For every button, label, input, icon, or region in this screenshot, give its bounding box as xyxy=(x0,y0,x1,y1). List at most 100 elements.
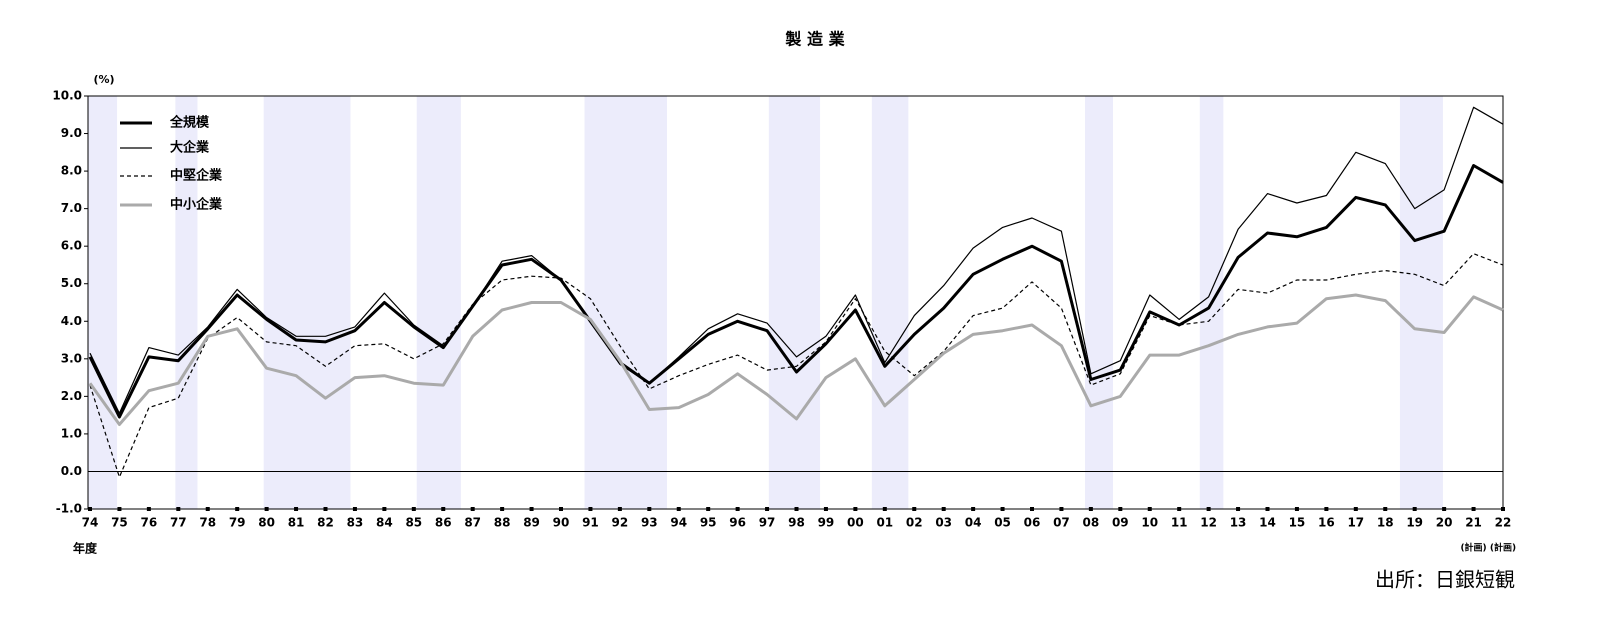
shaded-span xyxy=(584,96,667,509)
x-tick xyxy=(971,507,976,511)
source: 出所：日銀短観 xyxy=(1375,568,1515,592)
x-tick xyxy=(1324,507,1329,511)
x-tick-label: 04 xyxy=(965,516,982,530)
legend-label: 中小企業 xyxy=(170,197,223,213)
x-tick-label: 90 xyxy=(553,516,570,530)
x-tick xyxy=(1236,507,1241,511)
x-tick-label: 13 xyxy=(1230,516,1247,530)
x-tick-label: 08 xyxy=(1083,516,1100,530)
y-tick-label: 9.0 xyxy=(61,126,82,140)
x-tick-label: 92 xyxy=(612,516,629,530)
x-tick xyxy=(146,507,151,511)
x-tick-label: 87 xyxy=(464,516,481,530)
shaded-span xyxy=(175,96,198,509)
x-tick xyxy=(1265,507,1270,511)
x-tick-label: 94 xyxy=(670,516,687,530)
x-sublabel: (計画) xyxy=(1460,542,1486,554)
x-tick xyxy=(588,507,593,511)
x-tick-label: 18 xyxy=(1377,516,1394,530)
y-tick-label: 5.0 xyxy=(61,276,82,290)
y-tick-label: 4.0 xyxy=(61,314,82,328)
x-tick-label: 17 xyxy=(1347,516,1364,530)
x-tick xyxy=(294,507,299,511)
y-tick-label: 10.0 xyxy=(52,89,82,103)
series-line xyxy=(89,253,1504,478)
x-tick xyxy=(617,507,622,511)
x-tick xyxy=(470,507,475,511)
series-line xyxy=(89,106,1504,414)
y-tick-label: 0.0 xyxy=(61,464,82,478)
shaded-span xyxy=(88,96,118,509)
shaded-span xyxy=(1399,96,1443,509)
series-line xyxy=(88,293,1504,426)
x-tick-label: 83 xyxy=(347,516,364,530)
x-tick xyxy=(1177,507,1182,511)
x-tick-label: 12 xyxy=(1200,516,1217,530)
x-tick xyxy=(765,507,770,511)
x-tick-label: 15 xyxy=(1289,516,1306,530)
x-tick xyxy=(176,507,181,511)
x-tick xyxy=(1030,507,1034,511)
x-tick xyxy=(912,507,917,511)
x-tick xyxy=(1412,507,1417,511)
x-tick-label: 05 xyxy=(994,516,1011,530)
x-tick xyxy=(264,507,269,511)
x-tick xyxy=(1294,507,1299,511)
shaded-span xyxy=(768,96,821,509)
x-tick-label: 98 xyxy=(788,516,805,530)
x-tick xyxy=(1059,507,1064,511)
x-tick-label: 78 xyxy=(199,516,216,530)
y-tick-label: 7.0 xyxy=(61,201,82,215)
x-tick-label: 10 xyxy=(1141,516,1158,530)
y-tick-label: 3.0 xyxy=(61,351,82,365)
x-tick xyxy=(1206,507,1211,511)
legend-label: 中堅企業 xyxy=(170,168,223,184)
x-tick xyxy=(1383,507,1388,511)
x-tick-label: 89 xyxy=(523,516,540,530)
x-tick xyxy=(735,507,740,511)
x-tick-label: 77 xyxy=(170,516,187,530)
x-tick xyxy=(235,507,240,511)
shaded-span xyxy=(1084,96,1113,509)
y-tick-label: -1.0 xyxy=(56,502,82,516)
x-tick-label: 88 xyxy=(494,516,511,530)
x-tick-label: 91 xyxy=(582,516,599,530)
y-tick-label: 1.0 xyxy=(61,426,82,440)
x-tick-label: 16 xyxy=(1318,516,1335,530)
x-tick-label: 07 xyxy=(1053,516,1070,530)
x-tick-label: 82 xyxy=(317,516,334,530)
x-tick-label: 21 xyxy=(1465,516,1482,530)
shaded-span xyxy=(263,96,351,509)
x-tick xyxy=(529,507,534,511)
shaded-span xyxy=(871,96,909,509)
legend-label: 全規模 xyxy=(169,115,210,131)
x-tick-label: 22 xyxy=(1495,516,1512,530)
x-tick xyxy=(1471,507,1476,511)
x-tick-label: 06 xyxy=(1024,516,1041,530)
x-tick-label: 80 xyxy=(258,516,275,530)
x-tick xyxy=(941,507,946,511)
x-tick-label: 86 xyxy=(435,516,452,530)
x-tick xyxy=(205,507,210,511)
x-tick xyxy=(706,507,711,511)
x-tick-label: 95 xyxy=(700,516,717,530)
x-label: 年度 xyxy=(73,541,98,556)
x-tick-label: 97 xyxy=(759,516,776,530)
legend-label: 大企業 xyxy=(170,140,210,156)
x-tick xyxy=(559,507,563,511)
x-tick xyxy=(823,507,828,511)
x-tick-label: 09 xyxy=(1112,516,1129,530)
x-tick xyxy=(853,507,858,511)
series-line xyxy=(88,164,1504,419)
x-tick xyxy=(411,507,416,511)
x-tick-label: 76 xyxy=(141,516,158,530)
x-tick xyxy=(1501,507,1505,511)
x-tick xyxy=(1442,507,1447,511)
x-tick-label: 02 xyxy=(906,516,923,530)
x-tick-label: 79 xyxy=(229,516,246,530)
x-tick-label: 75 xyxy=(111,516,128,530)
x-tick xyxy=(647,507,652,511)
x-tick xyxy=(500,507,505,511)
x-tick-label: 03 xyxy=(935,516,952,530)
